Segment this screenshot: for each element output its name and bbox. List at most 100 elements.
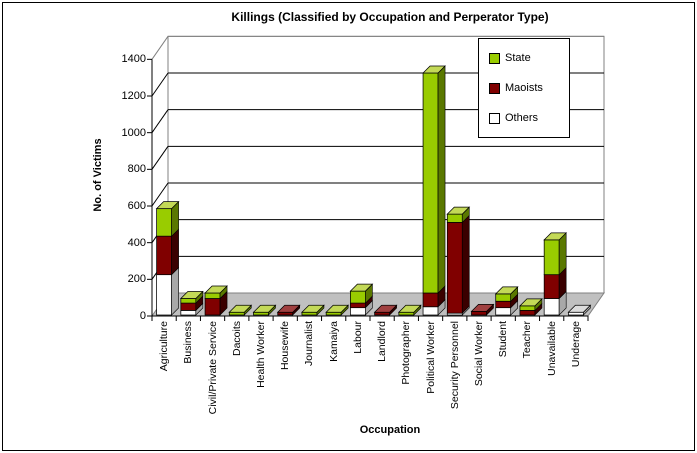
- bar-segment-front: [325, 311, 342, 316]
- x-category-label: Kamaiya: [327, 321, 340, 362]
- bar-segment-front: [301, 311, 318, 316]
- bar-segment-front: [446, 222, 463, 314]
- bar-top-face: [276, 304, 301, 313]
- chart-title: Killings (Classified by Occupation and P…: [231, 10, 549, 24]
- x-category-label: Health Worker: [255, 321, 267, 388]
- bar-segment-front: [350, 302, 366, 309]
- bar-top-face: [519, 298, 543, 307]
- x-axis-title: Occupation: [359, 424, 421, 436]
- bar-segment-side: [437, 65, 446, 294]
- bar-segment-front: [495, 293, 512, 302]
- y-tick-label: 800: [127, 163, 146, 176]
- y-tick-label: 1200: [121, 89, 146, 102]
- bar-top-face: [446, 206, 471, 215]
- bar-top-face: [204, 285, 228, 294]
- bar-segment-side: [171, 228, 179, 276]
- y-tick-label: 1000: [121, 126, 146, 139]
- y-tick-label: 1400: [121, 53, 146, 66]
- y-tick-label: 0: [139, 310, 146, 322]
- bar-segment-front: [543, 274, 560, 299]
- legend-label: Others: [505, 112, 539, 124]
- legend-swatch-icon: [489, 82, 500, 94]
- x-category-label: Landlord: [376, 321, 389, 362]
- bar-segment-front: [543, 239, 560, 276]
- gridline-diagonal: [151, 146, 169, 170]
- x-category-label: Social Worker: [473, 321, 485, 387]
- bar-segment-front: [180, 310, 197, 316]
- bar-top-face: [179, 291, 204, 299]
- bar-top-face: [349, 283, 374, 292]
- gridline-diagonal: [151, 36, 169, 60]
- bar-top-face: [228, 304, 253, 313]
- x-category-label: Journalist: [303, 321, 316, 366]
- bar-top-face: [155, 201, 180, 210]
- legend-item-state: State: [489, 52, 569, 64]
- bar-top-face: [301, 304, 325, 313]
- gridline-diagonal: [151, 109, 169, 133]
- legend-swatch-icon: [489, 52, 500, 64]
- x-category-label: Security Personnel: [448, 321, 461, 410]
- bar-segment-front: [422, 306, 439, 316]
- bar-segment-front: [350, 307, 366, 316]
- bar-segment-front: [156, 274, 172, 316]
- bar-segment-front: [398, 311, 415, 316]
- bar-top-face: [252, 304, 277, 313]
- bar-top-face: [397, 304, 422, 313]
- x-category-label: Housewife: [279, 321, 292, 371]
- x-category-label: Unavailable: [545, 321, 558, 376]
- bar-segment-front: [277, 311, 294, 316]
- bar-top-face: [470, 303, 495, 312]
- bar-segment-front: [374, 311, 390, 316]
- bar-segment-front: [568, 311, 584, 316]
- bar-segment-front: [180, 302, 197, 311]
- bar-segment-front: [156, 235, 172, 276]
- x-category-label: Underage: [569, 321, 582, 368]
- x-category-label: Political Worker: [424, 321, 437, 394]
- legend-item-others: Others: [489, 112, 569, 124]
- x-category-label: Agriculture: [158, 321, 171, 372]
- bar-segment-front: [519, 305, 536, 311]
- bar-segment-front: [228, 311, 245, 316]
- x-category-label: Civil/Private Service: [206, 321, 219, 415]
- legend-label: Maoists: [505, 82, 543, 94]
- legend-swatch-icon: [489, 112, 500, 124]
- legend-label: State: [505, 52, 531, 64]
- x-category-label: Labour: [351, 321, 364, 354]
- bar-top-face: [543, 232, 568, 241]
- bar-segment-front: [253, 311, 269, 316]
- x-category-label: Student: [497, 321, 510, 358]
- bar-top-face: [567, 304, 592, 313]
- x-category-label: Business: [182, 321, 195, 364]
- bar-top-face: [422, 65, 446, 74]
- bar-segment-front: [543, 298, 560, 316]
- x-category-label: Photographer: [400, 321, 413, 385]
- gridline-diagonal: [151, 182, 169, 207]
- legend: State Maoists Others: [478, 38, 570, 138]
- bar-segment-front: [180, 298, 197, 304]
- legend-item-maoists: Maoists: [489, 82, 569, 94]
- bar-segment-front: [204, 292, 221, 299]
- bar-segment-side: [171, 266, 179, 316]
- y-tick-label: 600: [127, 199, 146, 212]
- bar-top-face: [494, 286, 519, 295]
- y-tick-label: 400: [127, 236, 146, 249]
- bar-segment-front: [156, 208, 172, 237]
- bar-segment-front: [495, 300, 512, 309]
- bar-top-face: [325, 304, 350, 313]
- bar-segment-front: [204, 298, 221, 316]
- bar-top-face: [373, 304, 398, 313]
- bar-segment-front: [446, 213, 463, 223]
- bar-segment-front: [495, 307, 512, 316]
- gridline-diagonal: [151, 72, 169, 97]
- bar-segment-side: [461, 214, 470, 314]
- bar-segment-front: [350, 290, 366, 304]
- bar-segment-front: [471, 310, 487, 316]
- y-tick-label: 200: [127, 273, 146, 286]
- bar-segment-front: [422, 292, 439, 308]
- bar-segment-front: [422, 72, 439, 294]
- bar-segment-front: [519, 310, 536, 316]
- x-category-label: Teacher: [521, 321, 534, 359]
- x-category-label: Dacoits: [230, 321, 243, 357]
